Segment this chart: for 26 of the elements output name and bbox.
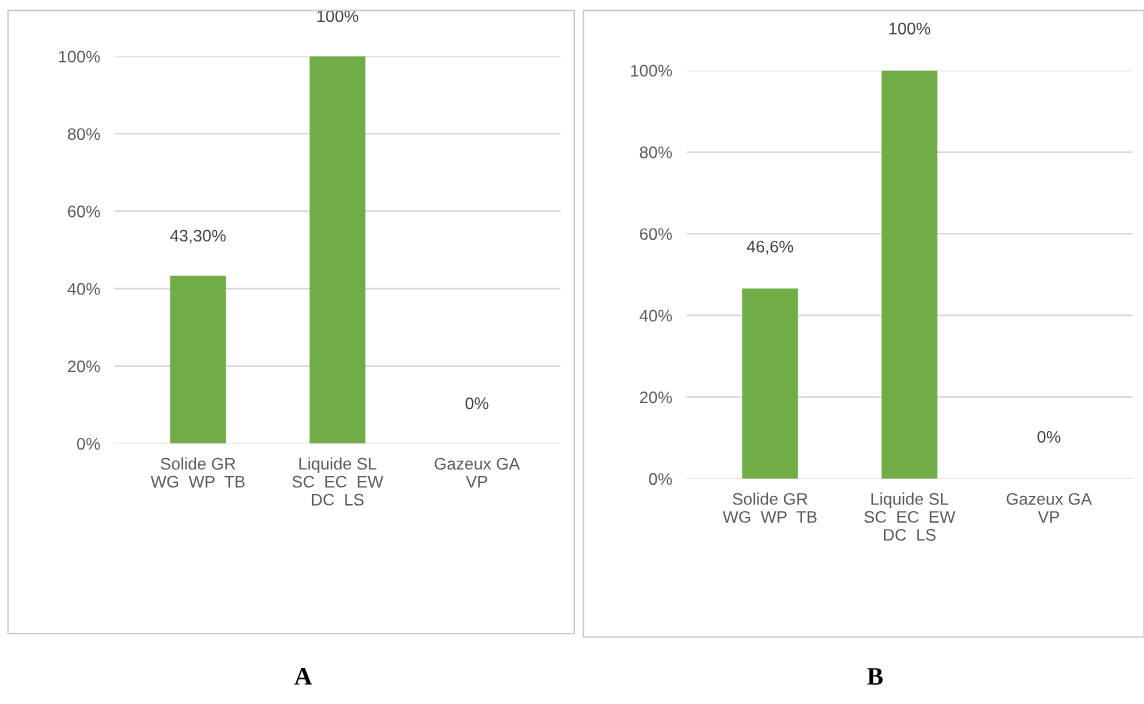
y-tick-label: 0% [649,473,672,485]
x-tick-label: Gazeux GA VP [434,457,520,488]
x-tick-label: Solide GR WG WP TB [150,457,245,488]
y-tick-label: 80% [639,146,672,159]
y-tick-label: 100% [631,64,672,77]
y-tick-label: 20% [67,360,100,373]
text: B [867,668,883,685]
y-tick-label: 40% [639,309,672,322]
y-tick-label: 60% [68,205,100,218]
data-label: 43,30% [170,229,226,244]
x-tick-label: Solide GR WG WP TB [722,492,817,523]
x-tick-label: Liquide SL SC EC EW DC LS [864,492,956,541]
x-tick-label: Gazeux GA VP [1006,493,1092,523]
y-tick-label: 80% [67,128,100,140]
x-tick-label: Liquide SL SC EC EW DC LS [292,457,384,506]
data-label: 0% [465,397,489,410]
text: A [294,668,312,685]
y-tick-label: 60% [640,228,672,240]
y-tick-label: 0% [77,437,100,450]
y-tick-label: 40% [67,283,100,295]
data-label: 100% [889,22,931,35]
data-label: 46,6% [746,240,794,255]
y-tick-label: 20% [639,391,672,404]
data-label: 100% [317,10,359,23]
y-tick-label: 100% [59,50,100,63]
data-label: 0% [1037,430,1061,443]
